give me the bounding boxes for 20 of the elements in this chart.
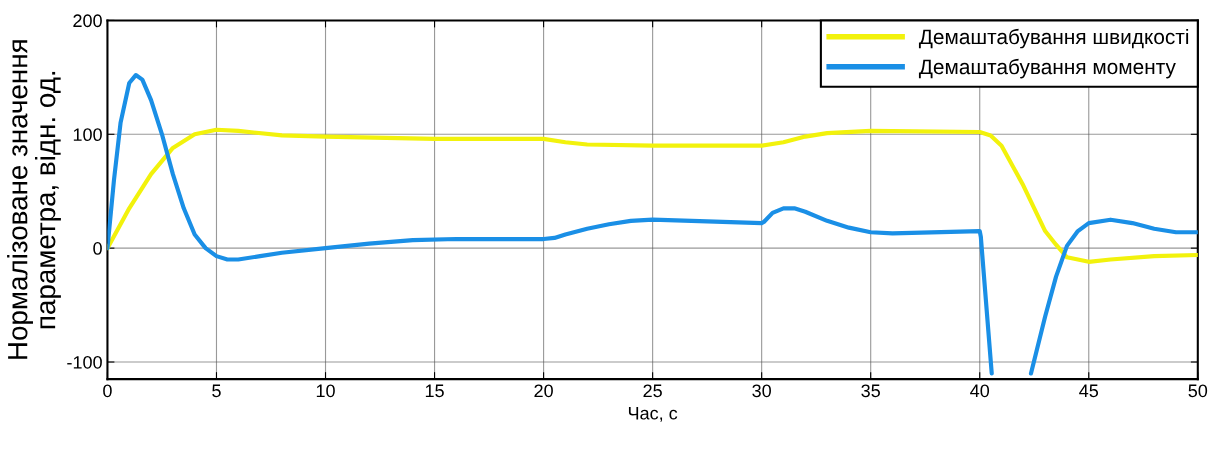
x-axis-title: Час, с xyxy=(628,407,678,422)
y-tick-label: 100 xyxy=(73,128,102,142)
y-tick-label: 200 xyxy=(73,14,102,28)
y-tick-label: 0 xyxy=(93,242,102,255)
x-tick-label: 10 xyxy=(316,384,335,398)
x-tick-label: 30 xyxy=(752,384,771,398)
x-tick-label: 35 xyxy=(861,384,880,398)
x-tick-label: 20 xyxy=(534,384,553,398)
y-axis-title: Нормалізоване значення параметра, відн. од. xyxy=(7,40,61,359)
line-series xyxy=(107,127,1198,264)
legend-label: Демаштабування моменту xyxy=(918,58,1176,79)
x-tick-label: 15 xyxy=(425,384,444,398)
x-tick-label: 50 xyxy=(1188,384,1208,398)
x-tick-label: 25 xyxy=(643,384,662,398)
x-tick-label: 5 xyxy=(212,384,221,398)
legend-label: Демаштабування швидкості xyxy=(918,28,1189,49)
y-tick-label: -100 xyxy=(67,355,102,369)
x-tick-label: 40 xyxy=(970,384,990,398)
x-tick-label: 0 xyxy=(103,384,112,398)
x-tick-label: 45 xyxy=(1079,384,1099,398)
